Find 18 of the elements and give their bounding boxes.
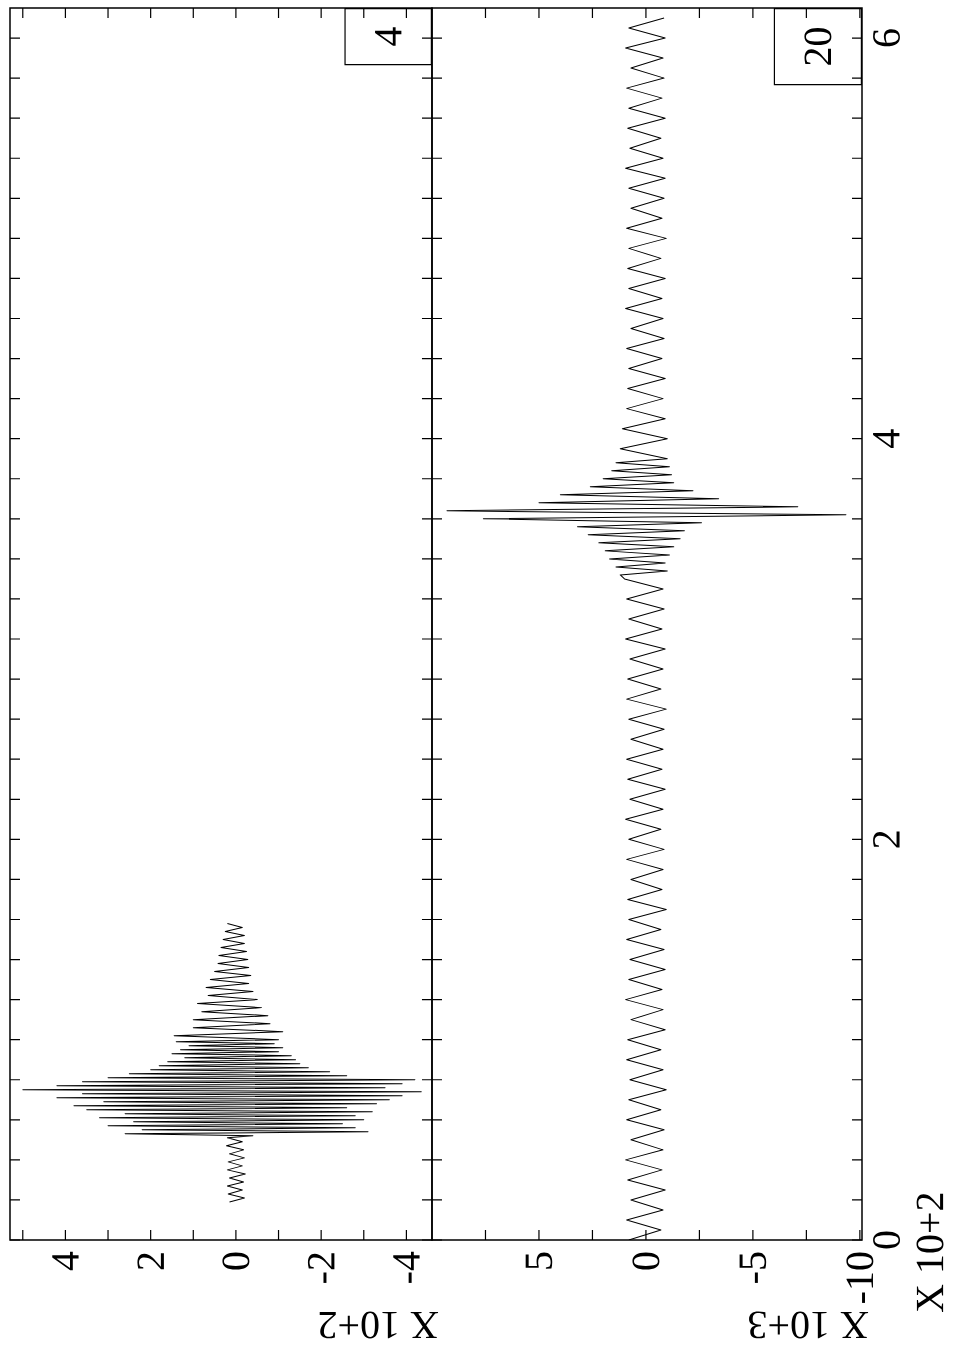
x-tick-label: 4: [52, 1251, 79, 1271]
x-tick-label: -10: [846, 1252, 874, 1303]
x-tick-label: 2: [137, 1253, 164, 1270]
y-tick-label: 0: [873, 1231, 901, 1249]
x-tick-label: -5: [739, 1252, 767, 1283]
y-axis-title: X 10+2: [916, 1193, 944, 1313]
x-axis-title: X 10+2: [319, 1311, 439, 1339]
y-tick-label: 2: [873, 831, 900, 848]
x-tick-label: -2: [307, 1253, 335, 1283]
x-tick-label: 0: [222, 1252, 250, 1270]
x-tick-label: 5: [525, 1252, 553, 1269]
x-tick-label: 0: [632, 1252, 660, 1270]
annotation: 4: [375, 27, 402, 46]
x-tick-label: -4: [393, 1251, 420, 1283]
annotation: 20: [804, 28, 832, 65]
y-tick-label: 6: [873, 29, 900, 47]
x-axis-title: X 10+3: [749, 1311, 869, 1339]
y-tick-label: 4: [873, 429, 900, 448]
